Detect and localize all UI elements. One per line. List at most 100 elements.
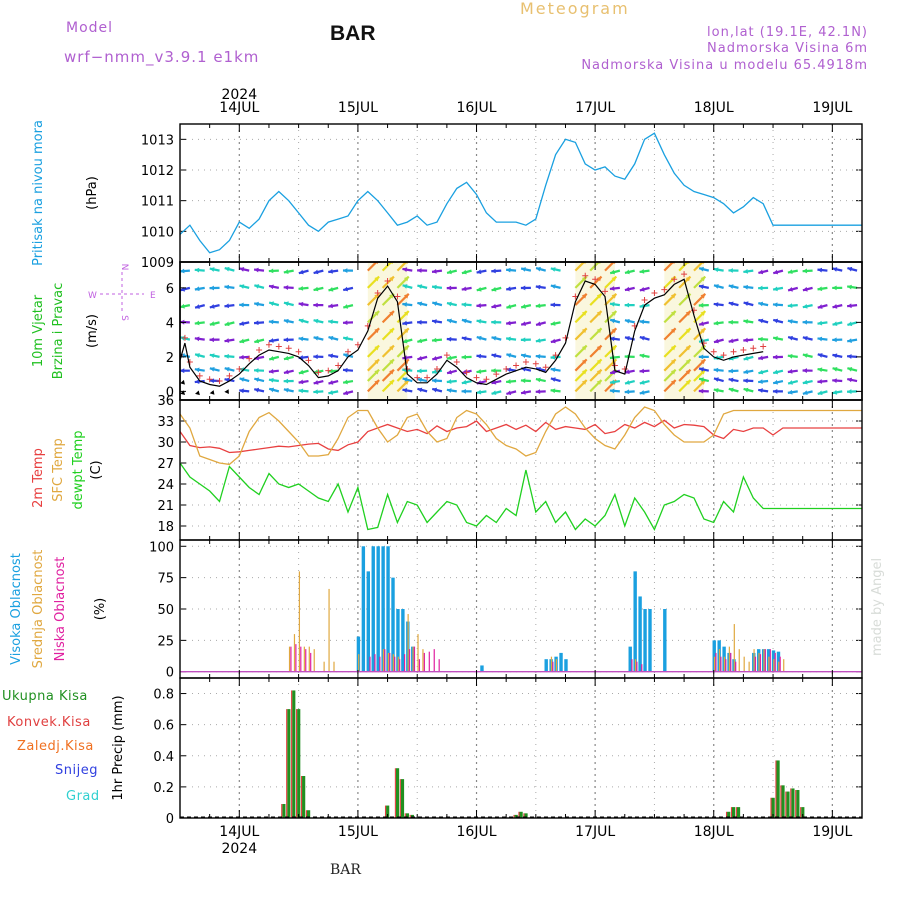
wind-vane-head: [491, 335, 497, 341]
wind-vane-head: [491, 390, 497, 396]
wind-vane-head: [403, 276, 409, 282]
wind-vane-head: [832, 389, 838, 395]
precip-bar-conv: [790, 788, 792, 818]
wind-vane-head: [506, 336, 511, 342]
wind-vane-head: [194, 267, 200, 273]
wind-vane-head: [254, 338, 260, 344]
wind-vane-head: [743, 355, 749, 361]
wind-gust-mark: [473, 374, 480, 381]
wind-vane-head: [624, 369, 630, 375]
wind-vane-head: [670, 359, 676, 365]
cloud-bar-0: [712, 640, 716, 672]
panel-frame-pressure: [179, 123, 863, 263]
cloud-bar-2: [374, 654, 376, 672]
wind-vane-head: [521, 321, 526, 327]
wind-gust-mark: [285, 345, 292, 352]
wind-vane-head: [639, 368, 645, 374]
year-label-top: 2024: [221, 87, 257, 103]
ytick-label-wind: 6: [166, 282, 174, 297]
wind-vane-head: [298, 336, 304, 342]
wind-gust-mark: [651, 290, 658, 297]
cloud-label-mid: Srednja Oblacnost: [31, 550, 46, 669]
wind-vane-head: [610, 318, 616, 324]
wind-vane-head: [728, 368, 733, 374]
wind-vane-head: [773, 336, 778, 341]
wind-vane-head: [239, 377, 245, 382]
wind-vane-head: [624, 302, 630, 308]
wind-vane-head: [758, 285, 763, 291]
wind-vane-head: [195, 304, 200, 309]
precip-bar-conv: [513, 814, 515, 818]
wind-vane-head: [374, 345, 380, 351]
wind-vane-head: [432, 355, 438, 361]
wind-vane-head: [670, 369, 676, 375]
wind-vane-head: [758, 269, 764, 275]
ytick-label-temperature: 36: [157, 394, 174, 409]
wind-vane-head: [268, 268, 274, 274]
wind-vane-head: [476, 353, 482, 359]
wind-vane-head: [772, 354, 778, 360]
wind-vane-head: [269, 301, 275, 307]
ytick-label-precip: 0.8: [153, 688, 174, 703]
wind-vane-head: [506, 267, 511, 273]
wind-vane-head: [224, 266, 230, 272]
precip-bar-total: [386, 805, 390, 818]
precip-bar-conv: [291, 690, 293, 818]
wind-gust-mark: [661, 286, 668, 293]
wind-vane-head: [461, 286, 467, 292]
wind-vane-head: [743, 301, 749, 306]
cloud-bar-0: [480, 665, 484, 672]
wind-vane-head: [596, 359, 602, 365]
wind-gust-mark: [181, 334, 188, 341]
precip-bar-conv: [785, 791, 787, 818]
precip-bar-total: [791, 788, 795, 818]
wind-vane-head: [685, 328, 691, 334]
cloud-bar-2: [641, 664, 643, 672]
cloud-bar-1: [550, 656, 553, 672]
wind-vane-head: [624, 269, 630, 275]
wind-vane-head: [283, 355, 289, 361]
wind-vane-head: [374, 328, 380, 334]
wind-vane-head: [817, 379, 823, 384]
cloud-bar-2: [735, 661, 737, 672]
precip-bar-total: [395, 768, 400, 818]
cloud-bar-1: [323, 661, 325, 672]
ytick-label-temperature: 30: [157, 436, 174, 451]
wind-vane-head: [298, 379, 304, 385]
cloud-bar-1: [397, 656, 399, 672]
wind-vane-head: [581, 359, 587, 365]
precip-bar-total: [801, 807, 805, 818]
wind-vane-head: [639, 353, 645, 359]
ytick-label-temperature: 21: [157, 499, 174, 514]
cloud-bar-0: [663, 609, 667, 672]
wind-vane-head: [431, 337, 437, 343]
wind-vane-head: [343, 367, 348, 373]
wind-vane-head: [788, 286, 793, 292]
wind-vane-head: [639, 268, 645, 274]
pressure-axis-unit: (hPa): [85, 176, 100, 210]
precip-bar-conv: [725, 811, 728, 818]
wind-vane-head: [743, 337, 748, 343]
wind-vane-head: [535, 338, 541, 343]
cloud-bar-1: [768, 656, 770, 672]
wind-vane-head: [802, 379, 808, 385]
wind-vane-head: [402, 284, 408, 289]
wind-vane-head: [609, 336, 615, 342]
model-name: wrf−nmm_v3.9.1 e1km: [64, 48, 260, 66]
wind-vane-head: [180, 368, 185, 374]
cloud-bar-2: [438, 659, 440, 672]
wind-gust-mark: [513, 362, 520, 369]
wind-vane-head: [596, 380, 602, 385]
cloud-bar-1: [382, 649, 385, 672]
ytick-label-pressure: 1013: [141, 133, 174, 148]
wind-vane-head: [417, 377, 423, 383]
wind-vane-head: [374, 359, 380, 365]
wind-vane-head: [847, 303, 852, 309]
precip-bar-total: [732, 807, 736, 818]
cloud-bar-2: [433, 649, 435, 672]
cloud-bar-1: [723, 656, 726, 672]
wind-vane-head: [596, 328, 602, 334]
cloud-bar-2: [631, 659, 633, 672]
wind-vane-head: [700, 369, 706, 375]
wind-vane-head: [521, 304, 526, 309]
